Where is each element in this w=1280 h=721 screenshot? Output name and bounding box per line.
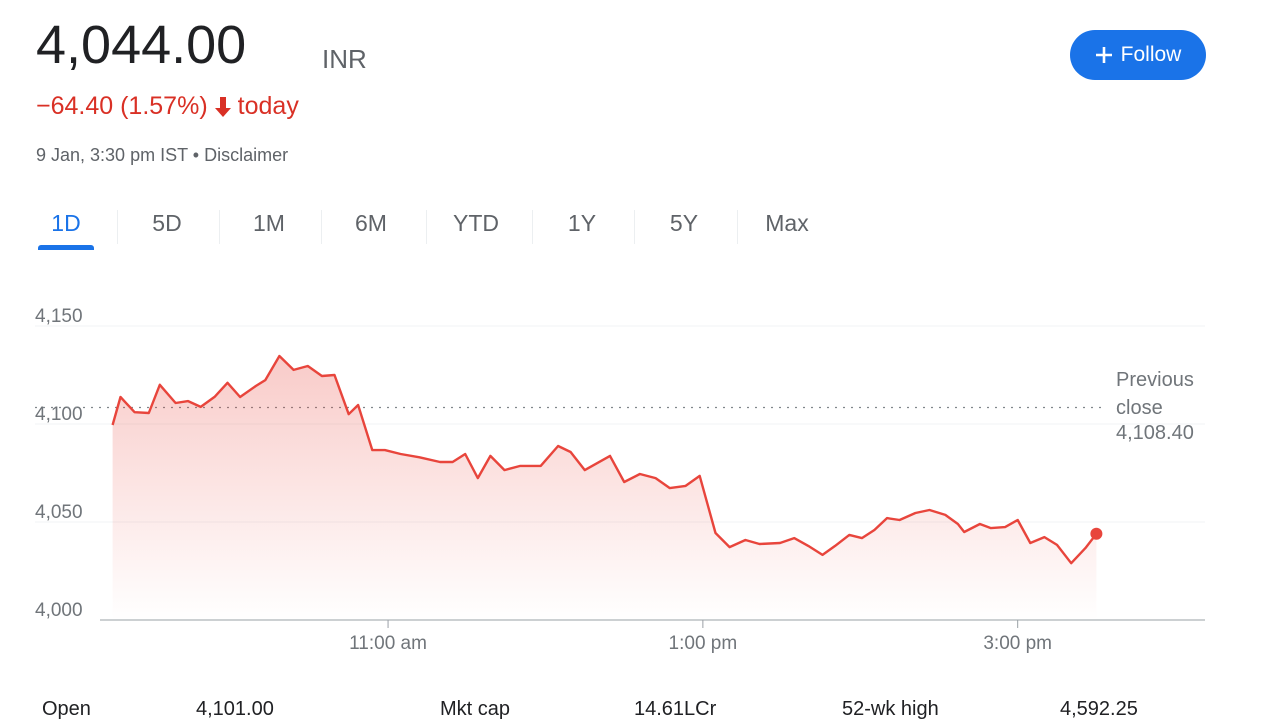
last-point bbox=[1090, 527, 1103, 540]
down-arrow-icon bbox=[214, 96, 231, 117]
y-tick-label: 4,000 bbox=[35, 600, 83, 621]
tab-separator bbox=[219, 210, 220, 244]
stat-value: 14.61LCr bbox=[634, 698, 717, 720]
y-tick-label: 4,100 bbox=[35, 404, 83, 425]
price-line bbox=[111, 354, 1098, 565]
tab-separator bbox=[532, 210, 533, 244]
range-tab[interactable]: 5Y bbox=[669, 210, 699, 236]
currency: INR bbox=[322, 44, 367, 74]
tab-separator bbox=[426, 210, 427, 244]
range-tab[interactable]: 6M bbox=[355, 210, 387, 236]
range-tab[interactable]: 1Y bbox=[567, 210, 597, 236]
stat-label: Mkt cap bbox=[440, 698, 511, 720]
range-tab[interactable]: 1D bbox=[51, 210, 81, 236]
change-row: −64.40 (1.57%) today bbox=[36, 92, 299, 121]
y-tick-label: 4,150 bbox=[35, 306, 83, 327]
follow-button[interactable]: Follow bbox=[1070, 30, 1206, 80]
follow-label: Follow bbox=[1120, 43, 1182, 66]
tab-separator bbox=[737, 210, 738, 244]
range-tab[interactable]: YTD bbox=[453, 210, 499, 236]
stat-label: 52-wk high bbox=[842, 698, 939, 720]
disclaimer-link[interactable]: Disclaimer bbox=[204, 145, 289, 165]
stat-value: 4,101.00 bbox=[196, 698, 274, 720]
price: 4,044.00 bbox=[36, 15, 247, 75]
range-tab[interactable]: 1M bbox=[253, 210, 285, 236]
range-tab[interactable]: 5D bbox=[152, 210, 182, 236]
active-tab-underline bbox=[38, 245, 94, 250]
x-tick-label: 1:00 pm bbox=[669, 633, 738, 654]
timestamp-row: 9 Jan, 3:30 pm IST • Disclaimer bbox=[36, 145, 288, 166]
plus-icon bbox=[1095, 47, 1112, 63]
x-tick-label: 11:00 am bbox=[349, 633, 427, 654]
stat-label: Open bbox=[42, 698, 91, 720]
x-tick-label: 3:00 pm bbox=[983, 633, 1052, 654]
y-tick-label: 4,050 bbox=[35, 502, 83, 523]
reference-label: Previous close bbox=[1116, 369, 1194, 419]
range-tab[interactable]: Max bbox=[765, 210, 809, 236]
stat-value: 4,592.25 bbox=[1060, 698, 1138, 720]
change: −64.40 (1.57%) bbox=[36, 92, 208, 120]
reference-value: 4,108.40 bbox=[1116, 422, 1194, 444]
area bbox=[112, 356, 1097, 620]
separator: • bbox=[192, 145, 200, 165]
tab-separator bbox=[634, 210, 635, 244]
tab-separator bbox=[117, 210, 118, 244]
timestamp: 9 Jan, 3:30 pm IST bbox=[36, 145, 188, 165]
change-period: today bbox=[237, 92, 299, 120]
tab-separator bbox=[321, 210, 322, 244]
